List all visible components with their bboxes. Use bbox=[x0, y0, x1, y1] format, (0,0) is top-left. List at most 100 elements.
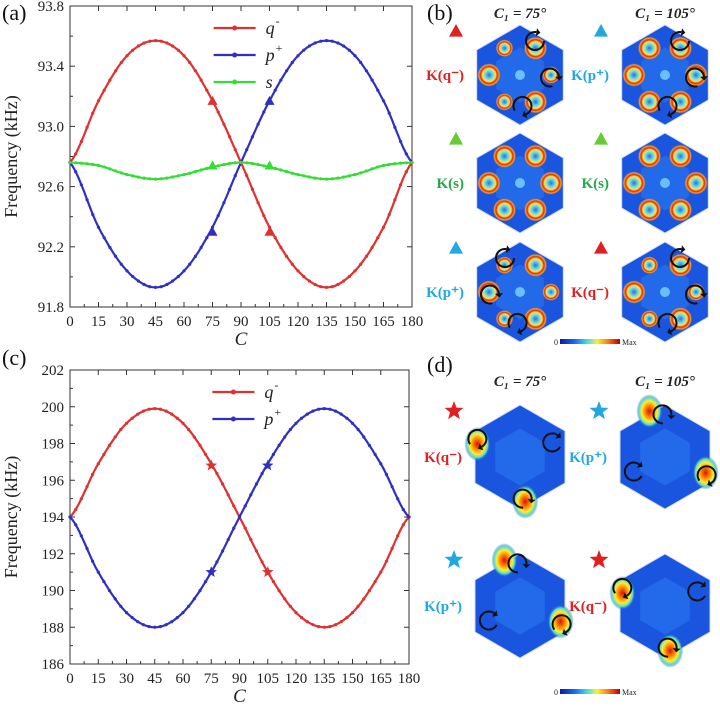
series-point-p bbox=[187, 604, 191, 608]
vortex-arrowhead bbox=[505, 245, 511, 254]
series-point-s bbox=[79, 161, 83, 165]
x-tick-label: 75 bbox=[204, 671, 219, 687]
series-point-q bbox=[283, 597, 287, 601]
legend-dot-p bbox=[230, 416, 236, 422]
series-point-q bbox=[221, 482, 225, 486]
colorbar-min: 0 bbox=[554, 338, 558, 347]
vortex-arrowhead bbox=[672, 648, 681, 653]
vortex-arrow bbox=[478, 610, 498, 631]
marker-triangle-s bbox=[264, 160, 275, 170]
x-tick-label: 105 bbox=[257, 671, 280, 687]
colorbar bbox=[560, 339, 620, 344]
series-point-s bbox=[347, 174, 351, 178]
series-point-p bbox=[330, 39, 334, 43]
series-point-p bbox=[399, 139, 403, 144]
series-point-q bbox=[142, 41, 146, 45]
series-point-s bbox=[387, 162, 391, 167]
vortex-arrow bbox=[696, 465, 717, 485]
series-point-p bbox=[158, 625, 162, 629]
series-point-p bbox=[373, 452, 377, 456]
field-hotspot bbox=[668, 197, 693, 222]
y-tick-label: 194 bbox=[42, 510, 65, 526]
series-point-p bbox=[249, 493, 253, 497]
x-tick-label: 30 bbox=[120, 314, 135, 330]
field-hotspot bbox=[523, 36, 548, 61]
series-point-q bbox=[250, 187, 254, 191]
series-point-s bbox=[96, 163, 101, 168]
series-point-p bbox=[204, 580, 208, 584]
series-point-p bbox=[136, 279, 140, 283]
marker-star-p bbox=[262, 459, 274, 471]
field-label: K(q⁻) bbox=[571, 285, 609, 301]
series-point-q bbox=[91, 111, 95, 115]
x-tick-label: 30 bbox=[119, 671, 134, 687]
series-point-p bbox=[96, 570, 100, 574]
field-marker-triangle bbox=[449, 24, 463, 37]
series-point-s bbox=[188, 171, 192, 175]
series-point-q bbox=[362, 597, 366, 601]
series-point-s bbox=[102, 165, 106, 169]
series-point-s bbox=[290, 171, 294, 175]
field-label: K(s) bbox=[582, 176, 610, 192]
series-point-q bbox=[305, 620, 309, 624]
field-hotspot bbox=[523, 253, 548, 278]
series-point-s bbox=[404, 161, 408, 165]
field-hotspot bbox=[637, 36, 662, 61]
y-tick-label: 92.6 bbox=[38, 180, 65, 196]
series-point-p bbox=[237, 515, 242, 519]
colorbar-max: Max bbox=[622, 338, 637, 347]
series-point-q bbox=[148, 39, 152, 43]
series-point-p bbox=[107, 589, 112, 593]
series-point-q bbox=[334, 623, 338, 627]
series-point-q bbox=[125, 54, 129, 58]
field-hotspot bbox=[523, 144, 548, 169]
legend-sup-q: - bbox=[276, 14, 280, 28]
field-hotspot bbox=[622, 171, 646, 195]
series-point-q bbox=[85, 485, 89, 489]
series-point-q bbox=[345, 616, 349, 620]
marker-star-q bbox=[205, 459, 217, 471]
legend-label-q: q bbox=[264, 382, 273, 402]
series-point-p bbox=[232, 526, 236, 530]
vortex-arrowhead bbox=[522, 563, 531, 569]
vortex-arrow bbox=[657, 637, 678, 658]
x-tick-label: 135 bbox=[313, 671, 336, 687]
series-point-q bbox=[364, 254, 368, 258]
series-point-p bbox=[273, 88, 277, 92]
series-point-p bbox=[142, 282, 146, 287]
vortex-arrowhead bbox=[667, 414, 676, 420]
series-point-p bbox=[345, 416, 349, 420]
series-point-q bbox=[313, 282, 317, 287]
series-point-q bbox=[336, 282, 340, 287]
x-tick-label: 180 bbox=[398, 671, 421, 687]
hexagon-core bbox=[495, 428, 545, 486]
series-point-p bbox=[130, 616, 134, 620]
vortex-arrowhead bbox=[680, 28, 686, 37]
vortex-arrow bbox=[670, 248, 690, 268]
legend-label-s: s bbox=[266, 72, 273, 92]
vortex-arrowhead bbox=[478, 443, 484, 451]
series-point-p bbox=[277, 443, 281, 447]
vortex-arrow bbox=[512, 95, 533, 116]
series-point-q bbox=[288, 604, 292, 608]
series-point-p bbox=[384, 472, 388, 476]
vortex-arrowhead bbox=[522, 110, 528, 119]
field-hotspot bbox=[512, 484, 539, 519]
series-point-s bbox=[250, 161, 254, 166]
legend-sup-p: + bbox=[274, 405, 281, 419]
vortex-arrow bbox=[670, 31, 690, 51]
series-point-p bbox=[199, 245, 203, 250]
x-axis-label: C bbox=[233, 686, 246, 707]
vortex-arrowhead bbox=[700, 293, 708, 298]
series-point-q bbox=[114, 69, 118, 73]
series-point-s bbox=[159, 177, 163, 181]
series-point-p bbox=[396, 497, 400, 501]
field-marker-star bbox=[589, 401, 609, 420]
series-point-q bbox=[245, 174, 249, 178]
series-point-p bbox=[256, 122, 260, 126]
series-point-q bbox=[319, 285, 323, 289]
field-label: K(s) bbox=[437, 176, 465, 192]
series-point-q bbox=[256, 201, 260, 205]
series-point-p bbox=[283, 435, 287, 439]
series-point-p bbox=[85, 198, 89, 202]
